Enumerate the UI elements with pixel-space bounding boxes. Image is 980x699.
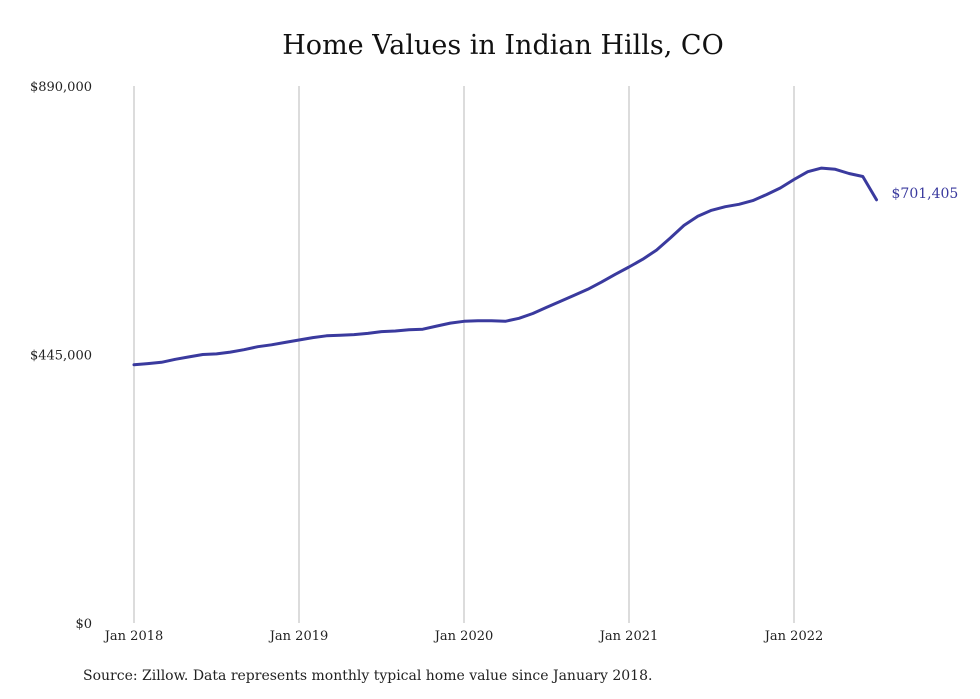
chart-title: Home Values in Indian Hills, CO [282, 30, 724, 61]
y-tick-label: $445,000 [30, 349, 92, 364]
y-tick-label: $890,000 [30, 80, 92, 95]
gridlines [133, 86, 795, 623]
series-layer: $701,405 [132, 166, 959, 367]
x-tick-label: Jan 2021 [598, 629, 659, 644]
x-tick-label: Jan 2019 [268, 629, 329, 644]
source-note: Source: Zillow. Data represents monthly … [83, 668, 653, 684]
x-tick-label: Jan 2022 [763, 629, 824, 644]
y-tick-label: $0 [75, 617, 92, 632]
series-line [132, 166, 878, 367]
x-tick-label: Jan 2020 [433, 629, 494, 644]
x-tick-label: Jan 2018 [103, 629, 164, 644]
end-value-label: $701,405 [892, 186, 959, 202]
axis-labels: Jan 2018 Jan 2019 Jan 2020 Jan 2021 Jan 2022… [30, 80, 823, 644]
